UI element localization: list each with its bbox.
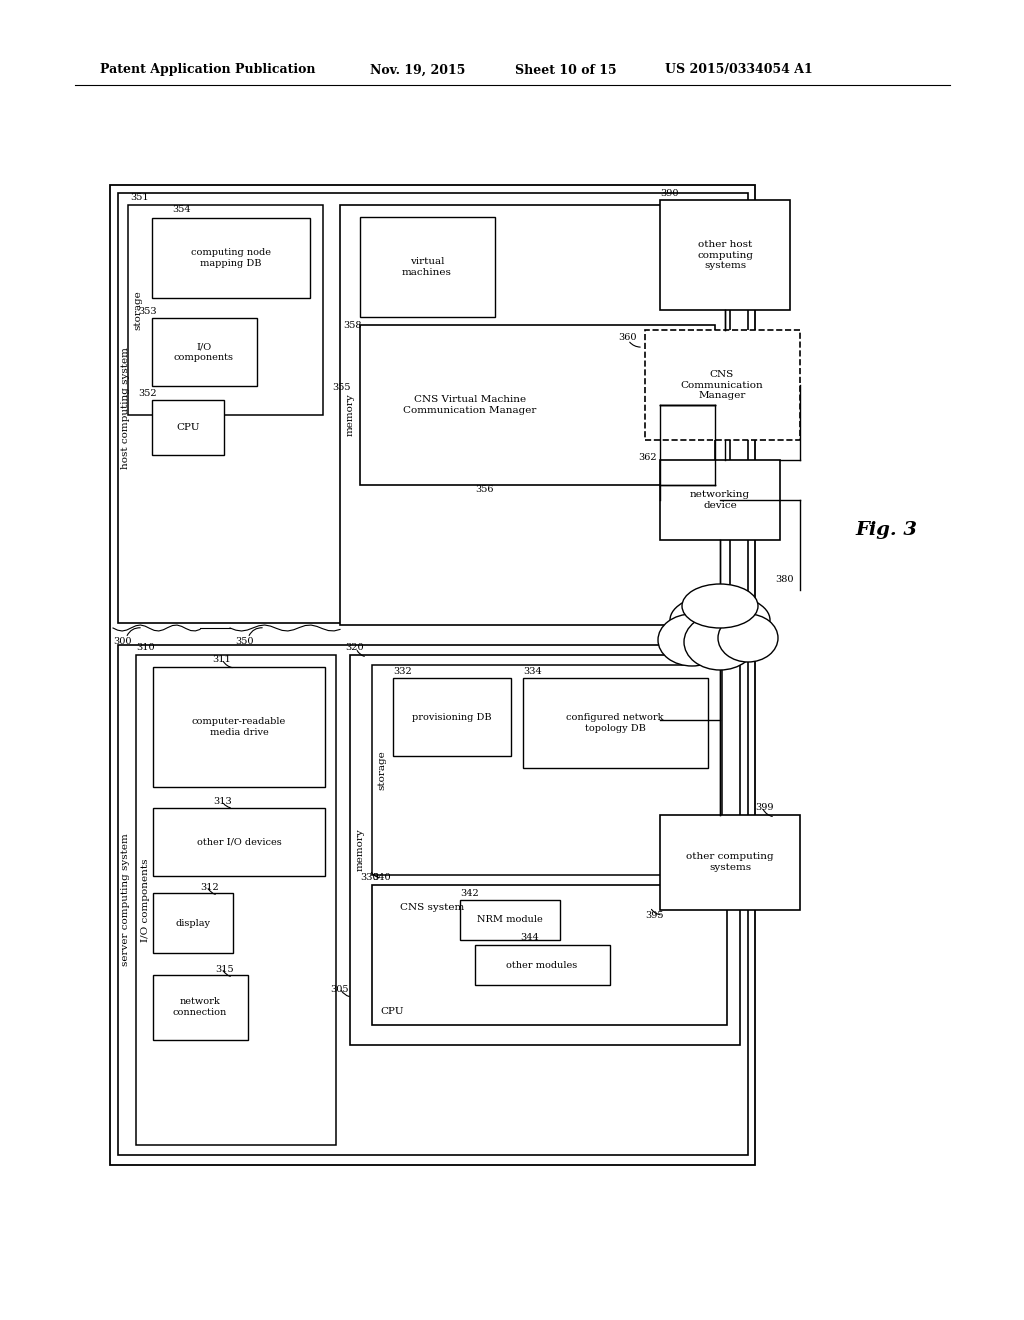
Bar: [660, 459, 780, 540]
Bar: [350, 655, 740, 1045]
Ellipse shape: [684, 614, 756, 671]
Bar: [355, 985, 430, 1040]
Text: CNS system: CNS system: [400, 903, 464, 912]
Text: 351: 351: [130, 193, 148, 202]
Text: other modules: other modules: [507, 961, 578, 969]
Text: 355: 355: [332, 384, 350, 392]
Text: 399: 399: [755, 804, 773, 813]
Text: Nov. 19, 2015: Nov. 19, 2015: [370, 63, 465, 77]
Text: storage: storage: [378, 750, 386, 789]
Text: I/O
components: I/O components: [174, 342, 234, 362]
Bar: [660, 814, 800, 909]
Text: 334: 334: [523, 667, 542, 676]
Text: CPU: CPU: [380, 1007, 403, 1016]
Text: 311: 311: [212, 656, 230, 664]
Text: memory: memory: [355, 829, 365, 871]
Text: computing node
mapping DB: computing node mapping DB: [191, 248, 271, 268]
Bar: [136, 655, 336, 1144]
Text: computer-readable
media drive: computer-readable media drive: [191, 717, 286, 737]
Text: 395: 395: [645, 911, 664, 920]
Bar: [153, 975, 248, 1040]
Bar: [372, 665, 722, 875]
Bar: [645, 330, 800, 440]
Bar: [153, 667, 325, 787]
Text: I/O components: I/O components: [140, 858, 150, 941]
Ellipse shape: [682, 583, 758, 628]
Text: 300: 300: [113, 636, 131, 645]
Text: 315: 315: [215, 965, 233, 974]
Ellipse shape: [670, 594, 770, 645]
Text: CNS Virtual Machine
Communication Manager: CNS Virtual Machine Communication Manage…: [403, 395, 537, 414]
Text: CPU: CPU: [176, 422, 200, 432]
Bar: [152, 218, 310, 298]
Text: CNS
Communication
Manager: CNS Communication Manager: [681, 370, 763, 400]
Bar: [360, 216, 495, 317]
Text: 360: 360: [618, 333, 637, 342]
Bar: [360, 325, 715, 484]
Bar: [118, 193, 748, 623]
Bar: [128, 205, 323, 414]
Text: 352: 352: [138, 389, 157, 399]
Ellipse shape: [718, 614, 778, 663]
Bar: [393, 678, 511, 756]
Text: network: network: [698, 615, 741, 624]
Text: 344: 344: [520, 933, 539, 942]
Text: 356: 356: [475, 486, 494, 495]
Bar: [340, 205, 730, 624]
Text: other computing
systems: other computing systems: [686, 853, 774, 871]
Text: other host
computing
systems: other host computing systems: [697, 240, 753, 269]
Text: provisioning DB: provisioning DB: [413, 713, 492, 722]
Text: 320: 320: [345, 643, 364, 652]
Text: server computing system: server computing system: [122, 834, 130, 966]
Text: 362: 362: [638, 453, 656, 462]
Text: display: display: [175, 919, 211, 928]
Text: 313: 313: [213, 797, 231, 807]
Text: 350: 350: [234, 636, 254, 645]
Text: configured network
topology DB: configured network topology DB: [566, 713, 664, 733]
Text: 380: 380: [775, 576, 794, 585]
Text: 332: 332: [393, 667, 412, 676]
Text: US 2015/0334054 A1: US 2015/0334054 A1: [665, 63, 813, 77]
Text: 354: 354: [172, 206, 190, 214]
Bar: [118, 645, 748, 1155]
Bar: [152, 400, 224, 455]
Bar: [475, 945, 610, 985]
Text: 342: 342: [460, 888, 479, 898]
Bar: [460, 900, 560, 940]
Text: 358: 358: [343, 321, 361, 330]
Text: 340: 340: [372, 874, 390, 883]
Text: host computing system: host computing system: [122, 347, 130, 469]
Bar: [153, 894, 233, 953]
Ellipse shape: [658, 614, 726, 667]
Bar: [152, 318, 257, 385]
Text: 312: 312: [200, 883, 219, 891]
Text: other I/O devices: other I/O devices: [197, 837, 282, 846]
Text: networking
device: networking device: [690, 490, 750, 510]
Text: memory: memory: [345, 393, 354, 437]
Bar: [523, 678, 708, 768]
Text: 390: 390: [660, 189, 679, 198]
Text: Patent Application Publication: Patent Application Publication: [100, 63, 315, 77]
Text: 310: 310: [136, 643, 155, 652]
Text: 305: 305: [330, 986, 348, 994]
Bar: [372, 884, 727, 1026]
Text: network
connection: network connection: [173, 998, 227, 1016]
Text: Sheet 10 of 15: Sheet 10 of 15: [515, 63, 616, 77]
Bar: [153, 808, 325, 876]
Text: virtual
machines: virtual machines: [402, 257, 452, 277]
Bar: [110, 185, 755, 1166]
Text: Fig. 3: Fig. 3: [855, 521, 918, 539]
Bar: [660, 201, 790, 310]
Text: 330: 330: [360, 874, 379, 883]
Text: storage: storage: [133, 290, 142, 330]
Text: 353: 353: [138, 308, 157, 317]
Text: NRM module: NRM module: [477, 916, 543, 924]
